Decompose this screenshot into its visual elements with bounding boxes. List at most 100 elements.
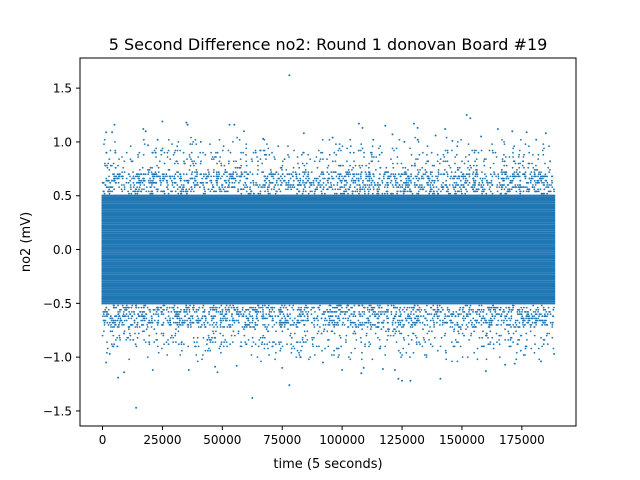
data-point [209,349,212,352]
data-point [334,192,336,195]
data-point [537,347,540,350]
data-point [194,345,197,348]
data-point [305,181,308,184]
data-point [160,311,163,313]
data-point [242,184,245,186]
data-point [243,175,246,178]
data-point [106,164,108,167]
data-point [330,354,333,356]
data-point [185,192,188,195]
data-point [252,341,255,343]
data-point [151,369,154,371]
data-point [254,306,257,309]
data-point [481,186,484,189]
data-point [366,184,369,186]
data-point [306,313,309,315]
data-point [519,313,522,315]
data-point [285,188,287,191]
data-point [504,363,507,366]
data-point [500,171,503,174]
data-point [528,190,530,193]
data-point [250,354,253,356]
data-point [146,306,149,309]
data-point [292,179,295,182]
data-point [229,326,232,328]
data-point [216,184,218,186]
data-point [456,145,459,148]
data-point [432,308,435,311]
data-point [224,169,227,171]
y-axis: −1.5−1.0−0.50.00.51.01.5 [43,82,80,418]
data-point [217,175,220,178]
data-point [156,345,159,348]
data-point [283,175,286,178]
x-tick-label: 175000 [499,433,545,447]
data-point [279,326,282,328]
data-point [161,177,164,180]
data-point [194,179,196,182]
data-point [203,308,206,311]
data-point [273,156,276,158]
data-point [465,181,468,184]
data-point [435,175,437,178]
data-point [221,308,224,311]
data-point [482,184,485,186]
data-point [254,321,257,324]
data-point [225,181,228,184]
data-point [363,313,366,315]
data-point [541,181,543,184]
data-point [263,336,266,339]
data-point [175,328,177,331]
data-point [164,175,167,178]
data-point [215,179,218,182]
data-point [174,190,177,193]
data-point [195,311,198,313]
data-point [403,140,406,143]
data-point [286,319,289,322]
data-point [245,171,248,174]
data-point [406,306,409,309]
data-point [487,306,490,309]
data-point [430,313,433,315]
data-point [176,184,179,186]
data-point [264,184,266,186]
data-point [161,173,164,176]
data-point [537,317,539,320]
data-point [196,171,199,174]
data-point [288,384,291,387]
data-point [415,311,417,313]
data-point [523,173,526,176]
data-point [138,177,141,180]
data-point [400,162,403,165]
data-point [354,164,357,167]
data-point [136,336,139,339]
data-point [365,175,368,178]
data-point [436,160,439,163]
data-point [395,313,397,315]
data-point [202,181,205,184]
data-point [418,186,420,189]
data-point [252,184,255,186]
data-point [117,326,120,328]
data-point [399,186,402,189]
data-point [181,319,184,322]
data-point [364,171,367,174]
data-point [431,330,433,333]
data-point [347,192,349,195]
data-point [219,313,222,315]
data-point [300,349,302,352]
data-point [143,319,146,322]
data-point [277,145,280,148]
data-point [210,151,213,154]
data-point [101,181,104,184]
data-point [281,160,284,163]
data-point [303,324,306,326]
data-point [268,311,271,313]
data-point [222,317,224,320]
data-point [282,313,285,315]
data-point [151,173,154,176]
data-point [318,308,321,311]
data-point [322,361,324,364]
data-point [147,173,150,176]
data-point [132,171,134,174]
